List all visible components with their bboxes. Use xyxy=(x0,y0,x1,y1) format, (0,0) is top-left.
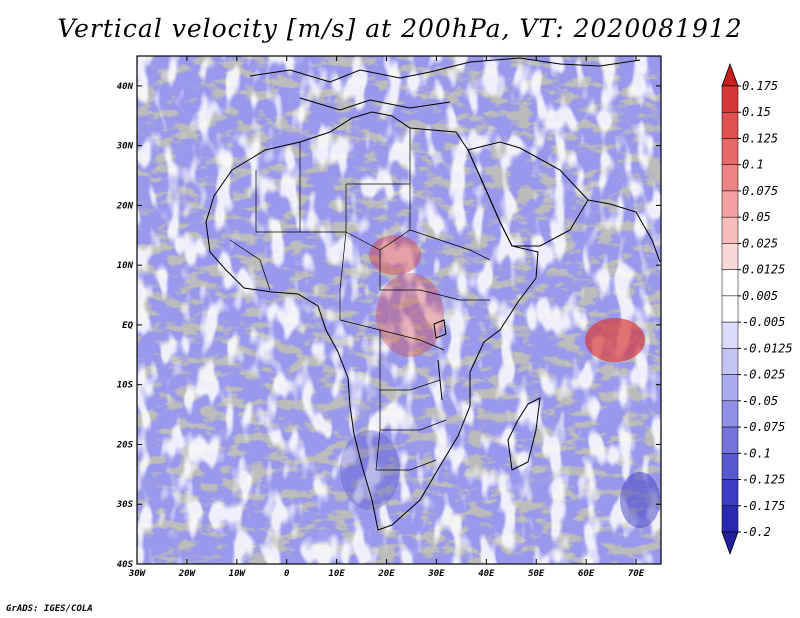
colorbar-segment xyxy=(721,479,739,507)
x-tick-label: 50E xyxy=(528,569,545,579)
colorbar-segment xyxy=(721,138,739,165)
colorbar-label: 0.05 xyxy=(742,210,771,224)
map-frame xyxy=(136,55,662,565)
colorbar-segment xyxy=(721,269,739,297)
x-tick-label: 0 xyxy=(284,569,290,579)
lakes xyxy=(433,319,447,401)
colorbar-label: 0.0125 xyxy=(742,263,785,277)
colorbar-label: -0.175 xyxy=(742,499,785,513)
colorbar-label: 0.125 xyxy=(742,131,778,145)
borders xyxy=(229,128,491,471)
colorbar-segment xyxy=(721,505,739,533)
colorbar-label: 0.1 xyxy=(742,158,764,172)
colorbar-segment xyxy=(721,426,739,454)
colorbar-segment xyxy=(721,85,739,113)
colorbar-segment xyxy=(721,453,739,480)
colorbar-label: 0.175 xyxy=(742,79,778,93)
colorbar-segment xyxy=(721,400,739,428)
x-tick-label: 20E xyxy=(377,569,395,579)
coastlines xyxy=(205,57,661,531)
y-tick-label: 10S xyxy=(117,381,134,391)
colorbar-segment xyxy=(721,164,739,192)
chart-title: Vertical velocity [m/s] at 200hPa, VT: 2… xyxy=(57,14,743,43)
colorbar-label: -0.2 xyxy=(742,525,771,539)
india-coast xyxy=(587,199,661,263)
colorbar-label: -0.0125 xyxy=(742,341,793,355)
x-tick-label: 40E xyxy=(478,569,495,579)
colorbar-label: -0.125 xyxy=(742,473,785,487)
madagascar xyxy=(507,397,541,471)
field-shading xyxy=(137,56,661,564)
colorbar-segment xyxy=(721,190,739,218)
y-tick-label: 20S xyxy=(116,440,134,450)
colorbar-label: 0.075 xyxy=(742,184,778,198)
y-tick-label: 30S xyxy=(116,500,134,510)
x-axis: 30W 20W 10W 0 10E 20E 30E 40E 50E 60E 70E xyxy=(128,56,645,579)
x-tick-label: 30W xyxy=(128,569,147,579)
y-tick-label: 40N xyxy=(117,82,134,92)
colorbar: 0.175 0.15 0.125 0.1 0.075 0.05 0.025 0.0125 0.0… xyxy=(721,62,793,556)
colorbar-segment xyxy=(721,295,739,323)
colorbar-label: -0.1 xyxy=(742,446,771,460)
y-tick-label: 20N xyxy=(116,201,134,211)
colorbar-bottom-arrow xyxy=(721,531,739,556)
colorbar-segment xyxy=(721,321,739,349)
x-tick-label: 30E xyxy=(427,569,445,579)
x-tick-label: 10W xyxy=(229,569,247,579)
colorbar-segment xyxy=(721,348,739,375)
colorbar-label: 0.15 xyxy=(742,105,771,119)
x-tick-label: 60E xyxy=(578,569,595,579)
y-axis: 40N 30N 20N 10N EQ 10S 20S 30S 40S xyxy=(116,82,661,570)
arabia xyxy=(467,141,589,247)
x-tick-label: 10E xyxy=(328,569,345,579)
colorbar-label: -0.075 xyxy=(742,420,785,434)
y-tick-label: EQ xyxy=(122,321,133,331)
colorbar-top-arrow xyxy=(721,62,739,87)
x-tick-label: 20W xyxy=(178,569,197,579)
colorbar-segment xyxy=(721,216,739,244)
colorbar-label: -0.005 xyxy=(742,315,785,329)
colorbar-label: -0.05 xyxy=(742,394,778,408)
x-tick-label: 70E xyxy=(628,569,645,579)
colorbar-label: 0.025 xyxy=(742,236,778,250)
colorbar-segment xyxy=(721,374,739,402)
europe-coast xyxy=(249,57,641,111)
colorbar-segment xyxy=(721,111,739,139)
grads-credit: GrADS: IGES/COLA xyxy=(6,604,93,614)
africa-coastline xyxy=(205,111,539,531)
colorbar-label: 0.005 xyxy=(742,289,778,303)
y-tick-label: 30N xyxy=(116,142,134,152)
y-tick-label: 40S xyxy=(117,560,134,570)
colorbar-label: -0.025 xyxy=(742,368,785,382)
colorbar-segment xyxy=(721,243,739,270)
y-tick-label: 10N xyxy=(117,261,134,271)
